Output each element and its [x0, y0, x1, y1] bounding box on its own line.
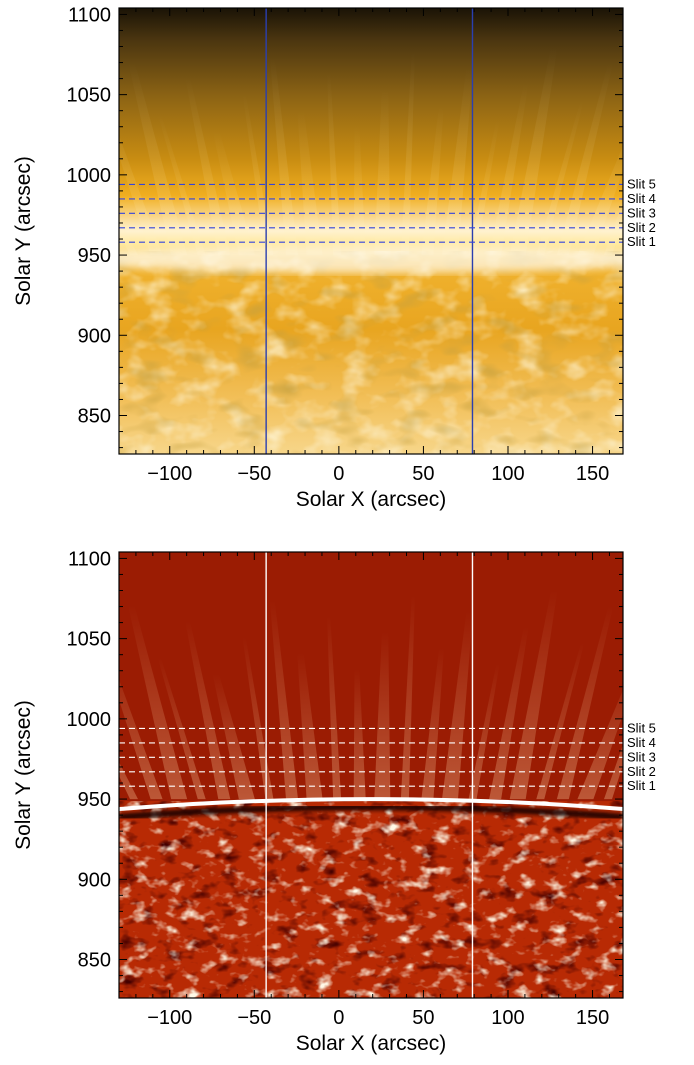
plume-ray: [353, 125, 366, 256]
red-y-axis-title: Solar Y (arcsec): [12, 700, 35, 850]
y-tick-label: 850: [78, 405, 111, 427]
slit-label: Slit 1: [627, 778, 656, 793]
slit-label: Slit 3: [627, 205, 656, 220]
y-tick-label: 1050: [67, 85, 112, 107]
plume-ray: [269, 600, 298, 800]
x-tick-label: −100: [147, 1007, 192, 1029]
red-x-axis-title: Solar X (arcsec): [296, 1032, 447, 1055]
plume-ray: [468, 664, 500, 800]
y-tick-label: 1100: [68, 4, 111, 26]
plume-ray: [442, 67, 473, 256]
x-tick-label: −50: [237, 1007, 271, 1029]
plume-ray: [400, 51, 415, 256]
x-tick-label: 100: [491, 1007, 524, 1029]
red-disk-bright-texture: [119, 801, 623, 998]
plume-ray: [536, 643, 585, 800]
plume-ray: [212, 130, 255, 256]
red-limb-dark-band: [119, 804, 623, 821]
gold-x-axis-title: Solar X (arcsec): [296, 488, 447, 511]
plume-ray: [127, 605, 188, 800]
plume-ray: [577, 145, 623, 256]
plume-ray: [421, 104, 444, 256]
x-tick-label: −50: [237, 463, 271, 485]
slit-label: Slit 5: [627, 720, 656, 735]
plume-ray: [400, 595, 415, 800]
gold-y-axis-title: Solar Y (arcsec): [12, 156, 35, 306]
plume-ray: [556, 606, 614, 800]
x-tick-label: 150: [576, 1007, 609, 1029]
plume-ray: [374, 88, 391, 256]
red-axis-ticks: [118, 552, 623, 998]
plume-ray: [556, 62, 614, 256]
red-plot-frame: [118, 551, 624, 999]
y-tick-label: 900: [78, 325, 111, 347]
plume-ray: [374, 632, 391, 800]
top-panel-gold: −100 −50 0 50 100 150 850 900 950 1000 1050 1100 Sl…: [12, 4, 656, 511]
slit-label: Slit 5: [627, 176, 656, 191]
plume-ray: [468, 120, 500, 256]
plume-ray: [353, 669, 366, 800]
slit-label: Slit 1: [627, 234, 656, 249]
x-tick-label: 0: [333, 463, 344, 485]
plume-ray: [421, 648, 444, 800]
red-tick-labels: −100 −50 0 50 100 150 850 900 950 1000 1050 1100: [67, 548, 610, 1029]
gold-plot-frame: [118, 7, 624, 455]
plume-ray: [577, 689, 623, 800]
slit-label: Slit 3: [627, 749, 656, 764]
plume-ray: [297, 109, 323, 256]
gold-tick-labels: −100 −50 0 50 100 150 850 900 950 1000 1050 1100: [67, 4, 610, 485]
x-tick-label: −100: [147, 463, 192, 485]
x-tick-label: 150: [576, 463, 609, 485]
gold-limb-glow: [119, 245, 623, 274]
red-limb-bright-band: [119, 797, 623, 812]
gold-overlay-lines: [119, 8, 623, 454]
plume-ray: [119, 135, 163, 256]
slit-label: Slit 4: [627, 191, 656, 206]
slit-label: Slit 4: [627, 735, 656, 750]
plume-ray: [127, 61, 188, 256]
gold-axis-ticks: [118, 8, 623, 454]
plume-ray: [185, 77, 231, 256]
plume-ray: [536, 99, 585, 256]
plume-ray: [509, 590, 558, 800]
bottom-panel-red: −100 −50 0 50 100 150 850 900 950 1000 1050 1100 Sl…: [12, 548, 656, 1055]
gold-disk-dark-texture: [119, 251, 623, 454]
plume-ray: [119, 679, 163, 800]
slit-label: Slit 2: [627, 220, 656, 235]
plume-ray: [185, 621, 231, 800]
y-tick-label: 950: [78, 245, 111, 267]
x-tick-label: 50: [412, 1007, 434, 1029]
y-tick-label: 1000: [67, 165, 112, 187]
x-tick-label: 50: [412, 463, 434, 485]
y-tick-label: 850: [78, 949, 111, 971]
plume-ray: [327, 72, 342, 256]
y-tick-label: 900: [78, 869, 111, 891]
plume-ray: [489, 83, 529, 256]
plume-ray: [269, 56, 298, 256]
plume-ray: [442, 611, 473, 800]
red-overlay-lines: [119, 552, 623, 998]
plume-ray: [509, 46, 558, 256]
slit-label: Slit 2: [627, 764, 656, 779]
gold-plume-rays: [119, 46, 623, 256]
plume-ray: [489, 627, 529, 800]
y-tick-label: 1100: [68, 548, 111, 570]
plume-ray: [212, 674, 255, 800]
y-tick-label: 950: [78, 789, 111, 811]
x-tick-label: 100: [491, 463, 524, 485]
x-tick-label: 0: [333, 1007, 344, 1029]
plume-ray: [327, 616, 342, 800]
y-tick-label: 1000: [67, 709, 112, 731]
y-tick-label: 1050: [67, 629, 112, 651]
plume-ray: [297, 653, 323, 800]
